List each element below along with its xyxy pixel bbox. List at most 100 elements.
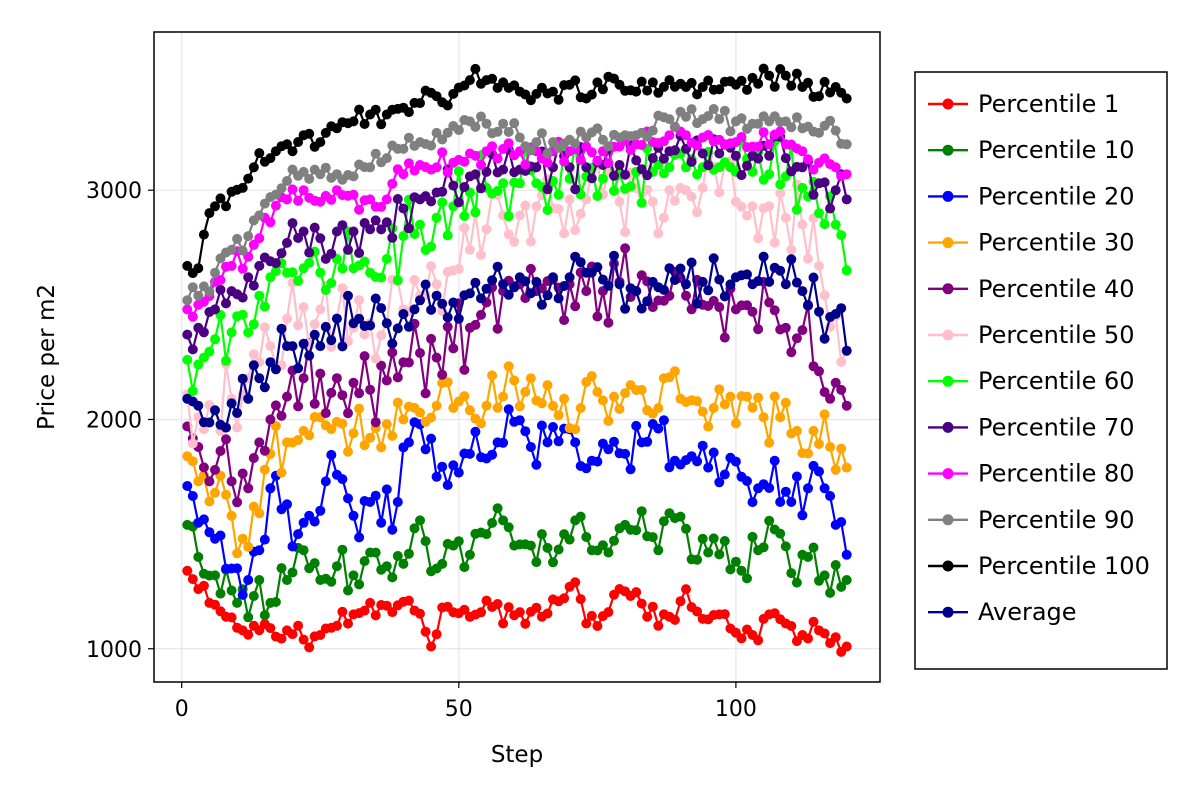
- data-point: [758, 251, 769, 262]
- data-point: [669, 275, 680, 285]
- legend-label: Percentile 90: [978, 506, 1135, 534]
- data-point: [636, 506, 647, 517]
- data-point: [265, 623, 276, 634]
- data-point: [409, 304, 420, 315]
- data-point: [254, 373, 265, 384]
- data-point: [243, 327, 254, 338]
- data-point: [221, 434, 231, 445]
- data-point: [592, 155, 603, 166]
- data-point: [276, 467, 287, 478]
- data-point: [403, 223, 414, 234]
- data-point: [542, 148, 553, 159]
- data-point: [631, 155, 642, 166]
- data-point: [658, 415, 669, 426]
- data-point: [542, 184, 553, 195]
- data-point: [620, 227, 631, 238]
- data-point: [841, 575, 852, 585]
- data-point: [747, 201, 758, 212]
- legend-label: Average: [978, 598, 1077, 626]
- data-point: [259, 198, 270, 209]
- data-point: [326, 248, 337, 259]
- data-point: [692, 140, 703, 151]
- data-point: [803, 253, 813, 264]
- data-point: [714, 384, 725, 395]
- data-point: [193, 359, 204, 370]
- data-point: [841, 462, 852, 473]
- data-point: [614, 404, 625, 414]
- data-point: [210, 334, 220, 345]
- data-point: [431, 162, 442, 173]
- data-point: [531, 201, 542, 212]
- data-point: [431, 629, 442, 640]
- data-point: [359, 605, 370, 616]
- data-point: [764, 483, 775, 493]
- data-point: [503, 361, 514, 372]
- data-point: [365, 320, 376, 331]
- data-point: [403, 548, 414, 559]
- legend-swatch-marker: [942, 144, 954, 156]
- data-point: [681, 130, 691, 141]
- data-point: [775, 412, 786, 423]
- data-point: [331, 620, 342, 631]
- data-point: [586, 147, 597, 158]
- data-point: [221, 422, 231, 433]
- x-tick-label: 100: [715, 697, 757, 722]
- data-point: [376, 272, 387, 283]
- data-point: [237, 292, 248, 303]
- legend-label: Percentile 1: [978, 90, 1119, 118]
- data-point: [769, 455, 780, 466]
- data-point: [204, 527, 215, 538]
- data-point: [187, 344, 198, 355]
- data-point: [775, 497, 786, 507]
- data-point: [503, 602, 514, 613]
- data-point: [403, 132, 414, 143]
- data-point: [287, 629, 298, 640]
- data-point: [365, 224, 376, 235]
- data-point: [182, 329, 193, 340]
- data-point: [753, 324, 764, 335]
- data-point: [642, 85, 653, 96]
- data-point: [276, 563, 287, 574]
- data-point: [730, 418, 741, 429]
- data-point: [509, 375, 520, 386]
- data-point: [736, 113, 747, 124]
- data-point: [398, 169, 409, 180]
- data-point: [675, 511, 686, 522]
- data-point: [620, 303, 631, 314]
- data-point: [525, 442, 536, 452]
- data-point: [719, 105, 730, 116]
- legend-swatch-marker: [942, 514, 954, 526]
- data-point: [276, 410, 287, 421]
- data-point: [243, 231, 254, 242]
- data-point: [298, 226, 309, 237]
- data-point: [359, 351, 370, 362]
- data-point: [753, 635, 764, 646]
- data-point: [293, 276, 304, 286]
- data-point: [193, 552, 204, 562]
- data-point: [481, 118, 492, 129]
- data-point: [769, 391, 780, 402]
- data-point: [309, 398, 320, 409]
- data-point: [719, 609, 730, 620]
- data-point: [276, 323, 287, 334]
- data-point: [686, 257, 697, 268]
- data-point: [210, 405, 220, 416]
- data-point: [620, 169, 631, 180]
- series-layer: [182, 63, 852, 657]
- data-point: [415, 219, 425, 230]
- data-point: [337, 390, 348, 401]
- data-point: [204, 417, 215, 428]
- data-point: [531, 459, 542, 470]
- data-point: [803, 300, 813, 311]
- data-point: [769, 237, 780, 248]
- data-point: [597, 395, 608, 406]
- data-point: [387, 524, 398, 535]
- legend-label: Percentile 20: [978, 182, 1135, 210]
- data-point: [692, 89, 703, 100]
- data-point: [276, 248, 287, 259]
- data-point: [603, 444, 614, 455]
- data-point: [226, 476, 237, 487]
- data-point: [304, 257, 315, 268]
- data-point: [753, 141, 764, 152]
- data-point: [681, 279, 691, 290]
